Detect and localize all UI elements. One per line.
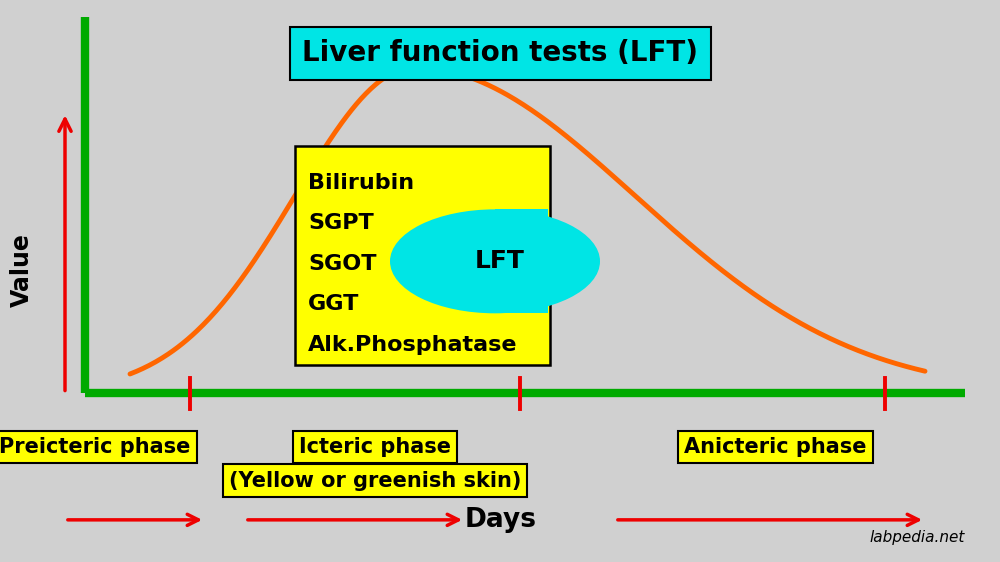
Text: Bilirubin: Bilirubin [308,173,414,193]
Text: Icteric phase: Icteric phase [299,437,451,457]
FancyBboxPatch shape [295,146,550,365]
Text: labpedia.net: labpedia.net [870,530,965,545]
Text: GGT: GGT [308,294,359,314]
Text: (Yellow or greenish skin): (Yellow or greenish skin) [229,470,521,491]
Text: Anicteric phase: Anicteric phase [684,437,866,457]
Text: SGPT: SGPT [308,213,374,233]
Text: Alk.Phosphatase: Alk.Phosphatase [308,334,518,355]
Text: SGOT: SGOT [308,253,376,274]
FancyBboxPatch shape [495,210,548,314]
Text: Value: Value [10,233,34,307]
Ellipse shape [390,209,600,314]
Text: Days: Days [465,507,537,533]
Text: Preicteric phase: Preicteric phase [0,437,191,457]
Text: LFT: LFT [475,250,525,273]
Text: Liver function tests (LFT): Liver function tests (LFT) [302,39,698,67]
